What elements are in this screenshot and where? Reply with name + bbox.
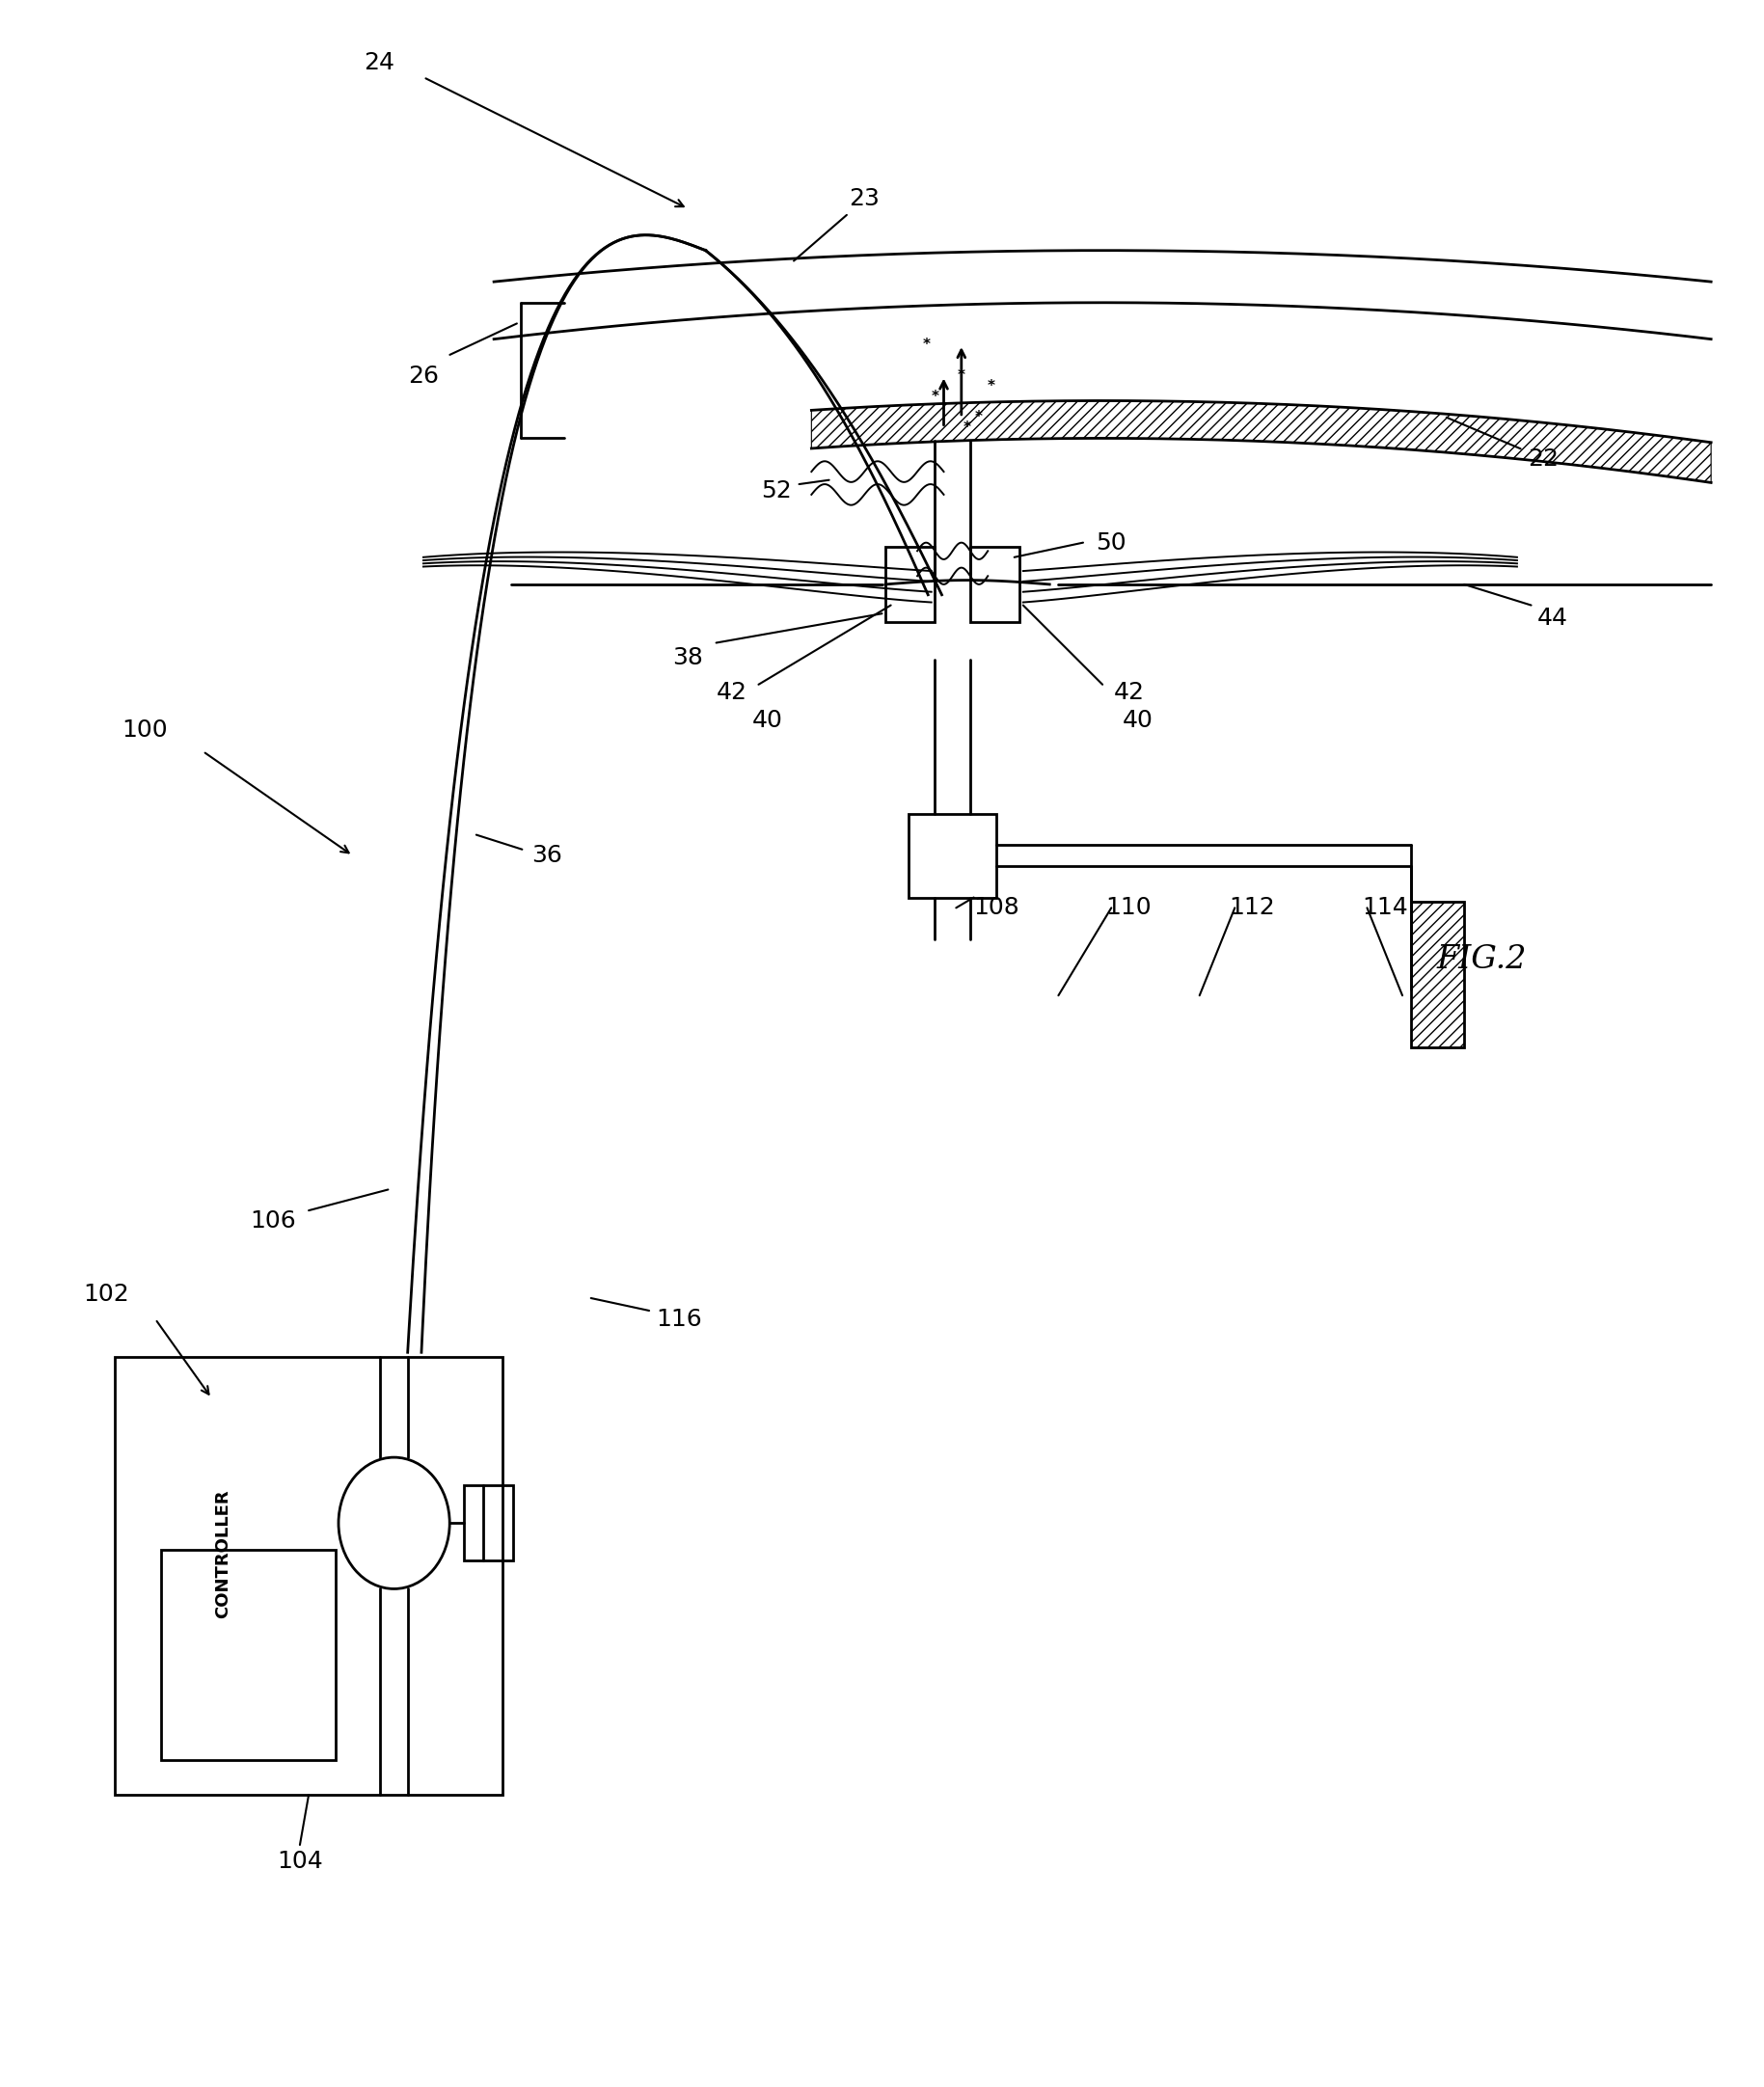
Bar (161, 1549, 335, 1759)
Text: 44: 44 (1536, 605, 1568, 630)
Text: *: * (988, 380, 995, 392)
Bar (464, 1486, 513, 1561)
Text: 112: 112 (1230, 895, 1275, 920)
Text: 106: 106 (250, 1208, 296, 1233)
Text: *: * (931, 390, 938, 403)
Text: CONTROLLER: CONTROLLER (215, 1490, 233, 1617)
Text: 114: 114 (1362, 895, 1408, 920)
Bar (886, 547, 935, 622)
Text: 100: 100 (122, 718, 168, 743)
Text: *: * (963, 422, 970, 434)
Text: 23: 23 (848, 186, 880, 211)
Bar (1411, 902, 1464, 1048)
Text: 42: 42 (716, 680, 748, 705)
Text: *: * (923, 338, 930, 351)
Text: 26: 26 (407, 363, 439, 388)
Text: 40: 40 (1122, 707, 1154, 733)
Text: FIG.2: FIG.2 (1436, 945, 1528, 975)
Text: 104: 104 (277, 1849, 323, 1874)
Text: 108: 108 (974, 895, 1020, 920)
Text: 40: 40 (751, 707, 783, 733)
Text: *: * (975, 411, 983, 424)
Text: 24: 24 (363, 50, 395, 75)
Bar (970, 547, 1020, 622)
Text: 42: 42 (1113, 680, 1145, 705)
Text: 36: 36 (531, 843, 563, 868)
Text: 102: 102 (83, 1281, 129, 1306)
Bar (908, 814, 997, 897)
Text: 22: 22 (1528, 447, 1559, 472)
Text: 116: 116 (656, 1306, 702, 1332)
Text: 110: 110 (1106, 895, 1152, 920)
Text: 50: 50 (1095, 530, 1127, 555)
Bar (115, 1357, 503, 1795)
Text: 38: 38 (672, 645, 704, 670)
Text: 52: 52 (760, 478, 792, 503)
Bar (1411, 902, 1464, 1048)
Text: *: * (958, 369, 965, 382)
